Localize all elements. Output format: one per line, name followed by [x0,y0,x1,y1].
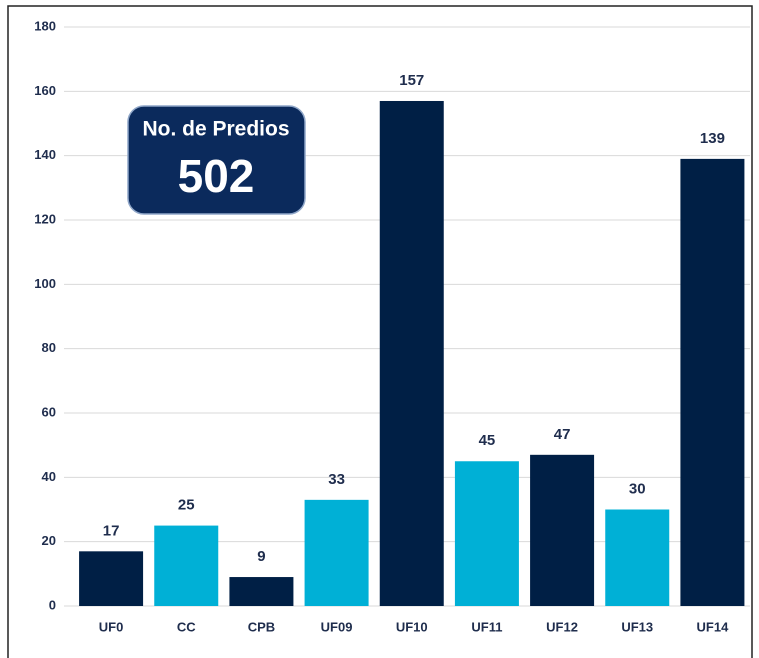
x-tick-label: CC [177,619,196,634]
bar [454,461,519,606]
y-tick-label: 140 [34,147,56,162]
value-label: 33 [328,471,345,488]
y-tick-label: 40 [42,469,56,484]
y-tick-label: 160 [34,83,56,98]
y-tick-label: 180 [34,18,56,33]
x-tick-label: UF10 [396,619,428,634]
x-tick-label: UF11 [471,619,502,634]
bar [379,100,444,606]
x-tick-label: UF09 [321,619,353,634]
total-value: 502 [178,150,255,202]
value-label: 139 [700,130,725,147]
y-tick-label: 100 [34,276,56,291]
value-label: 157 [399,72,424,89]
bars: UF0 17 CC 25 CPB 9 UF09 33 UF10 157 UF11 45 UF12 47 UF… [79,72,745,634]
bar [530,454,595,606]
bar [79,551,144,606]
bar [229,577,294,606]
x-tick-label: CPB [248,619,275,634]
bar [304,499,369,606]
y-tick-label: 80 [42,340,56,355]
value-label: 25 [178,497,195,514]
x-tick-label: UF13 [621,619,653,634]
x-tick-label: UF14 [697,619,730,634]
total-title: No. de Predios [142,118,289,141]
value-label: 30 [629,480,646,497]
total-box [127,105,306,215]
y-tick-label: 60 [42,404,56,419]
value-label: 47 [554,426,571,443]
y-tick-label: 20 [42,533,56,548]
y-tick-label: 0 [49,597,56,612]
bar [605,509,670,606]
bar [154,525,219,606]
x-tick-label: UF12 [546,619,578,634]
value-label: 9 [257,548,265,565]
bar [680,158,745,606]
value-label: 17 [103,522,120,539]
y-tick-label: 120 [34,211,56,226]
value-label: 45 [479,432,496,449]
x-tick-label: UF0 [99,619,124,634]
